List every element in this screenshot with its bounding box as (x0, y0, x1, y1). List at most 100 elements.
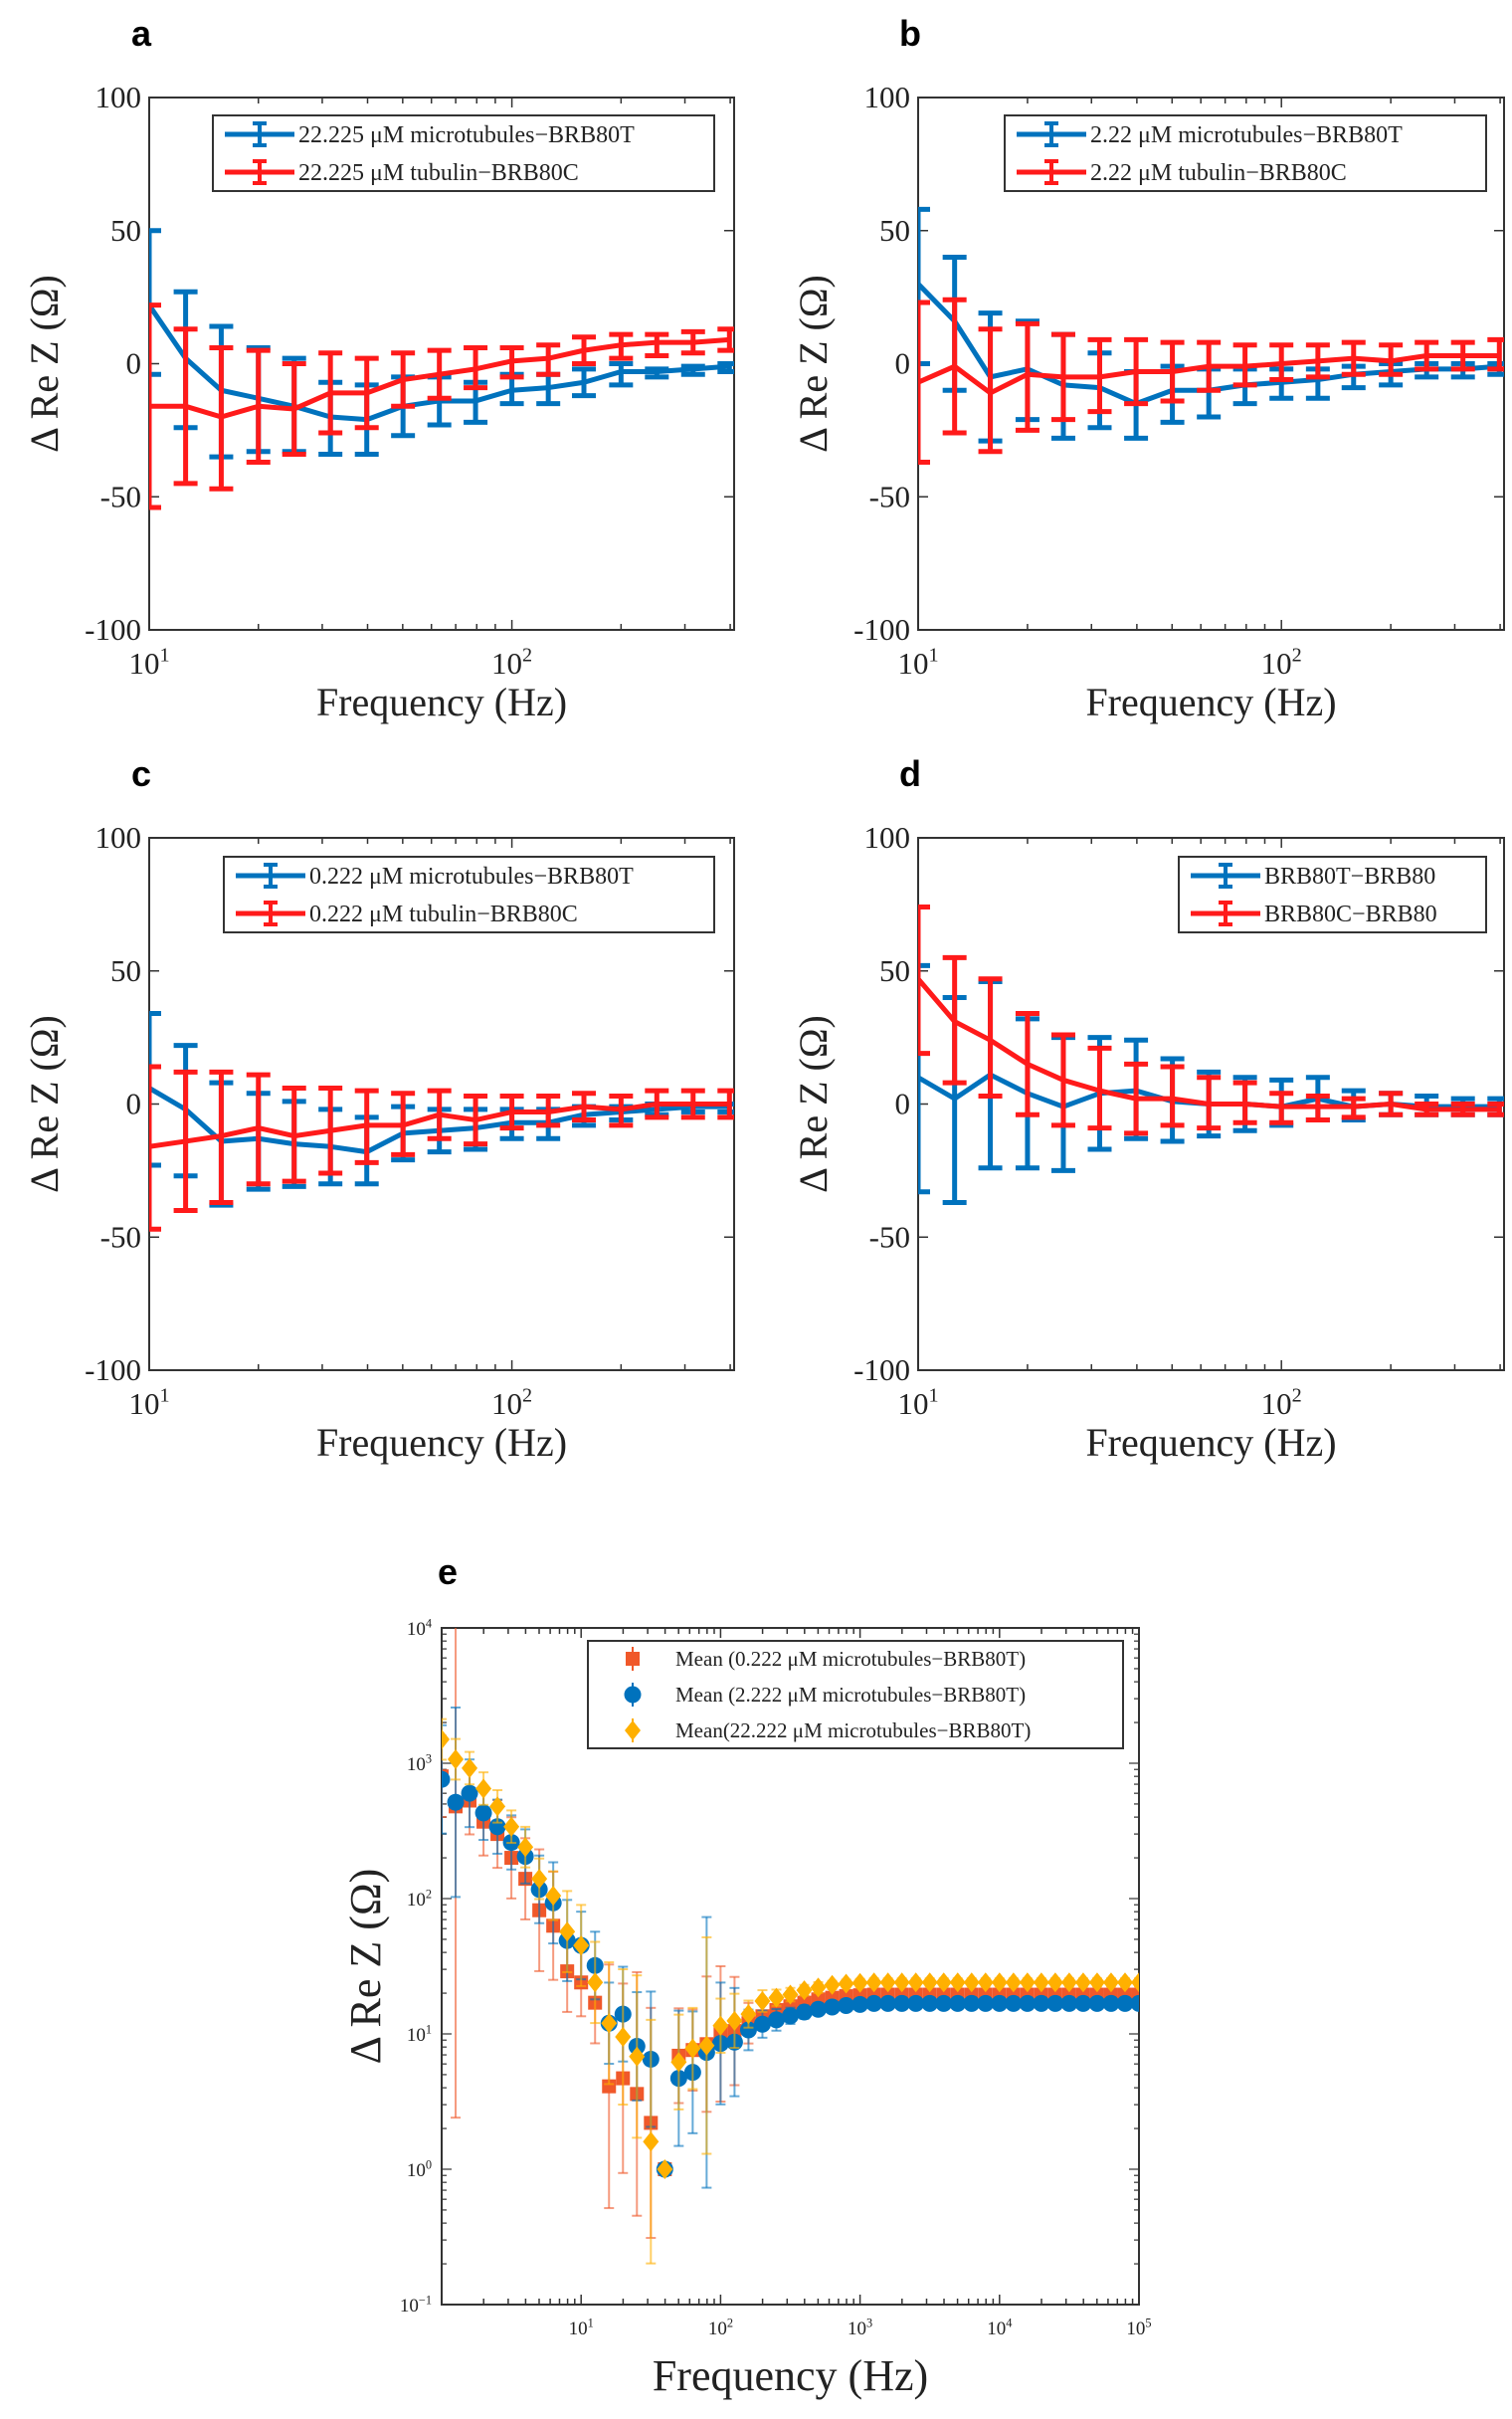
x-axis-label: Frequency (Hz) (653, 2351, 928, 2400)
data-point-circle (935, 1994, 953, 2012)
legend-item: Mean (2.222 μM microtubules−BRB80T) (624, 1683, 1026, 1707)
panel-letter: b (899, 13, 921, 54)
data-point-diamond (462, 1757, 478, 1778)
y-tick-label: 100 (95, 820, 142, 855)
data-point-circle (991, 1994, 1009, 2012)
x-axis-label: Frequency (Hz) (1085, 1420, 1336, 1465)
data-point-diamond (963, 1972, 980, 1993)
data-point-circle (1130, 1994, 1139, 2012)
legend-label: Mean (0.222 μM microtubules−BRB80T) (675, 1647, 1026, 1671)
tick-exponent: 3 (866, 2316, 872, 2329)
data-point-diamond (907, 1972, 924, 1993)
y-tick-label: 0 (126, 346, 142, 381)
panel-letter: a (131, 13, 152, 54)
data-point-diamond (545, 1886, 562, 1907)
data-point-diamond (810, 1977, 827, 1998)
y-tick-label: 102 (407, 1887, 432, 1911)
tick-exponent: 1 (588, 2316, 594, 2329)
y-tick-label: 100 (95, 80, 142, 114)
x-axis-label: Frequency (Hz) (316, 680, 567, 724)
data-point-diamond (977, 1972, 994, 1993)
data-point-diamond (1116, 1972, 1133, 1993)
series-line (149, 336, 730, 420)
data-point-diamond (726, 2010, 743, 2031)
tick-exponent: 1 (928, 645, 938, 667)
data-point-diamond (1033, 1972, 1049, 1993)
legend-item: 22.225 μM tubulin−BRB80C (225, 159, 579, 186)
x-tick-label: 102 (1261, 1385, 1302, 1421)
data-point-circle (767, 2011, 785, 2029)
legend-item: Mean(22.222 μM microtubules−BRB80T) (625, 1718, 1031, 1742)
data-point-circle (865, 1994, 883, 2012)
y-tick-label: 100 (407, 2157, 432, 2181)
series-red (149, 1064, 734, 1232)
tick-exponent: 0 (426, 2157, 432, 2171)
legend-label: 2.22 μM tubulin−BRB80C (1090, 160, 1347, 186)
x-tick-label: 104 (987, 2316, 1012, 2339)
y-tick-label: 101 (407, 2022, 432, 2046)
data-point-diamond (991, 1972, 1008, 1993)
data-point-square (602, 2079, 617, 2094)
legend-item: BRB80C−BRB80 (1191, 901, 1437, 927)
data-point-diamond (1046, 1972, 1063, 1993)
data-point-diamond (879, 1972, 896, 1993)
data-point-diamond (1005, 1972, 1022, 1993)
tick-exponent: 2 (522, 1385, 532, 1407)
tick-base: 10 (897, 646, 928, 681)
tick-base: 10 (1261, 1386, 1292, 1421)
y-tick-label: -100 (85, 612, 141, 647)
tick-base: 10 (128, 646, 159, 681)
legend-label: BRB80C−BRB80 (1264, 902, 1437, 927)
data-point-circle (851, 1995, 869, 2013)
y-tick-label: -50 (100, 479, 141, 513)
data-point-circle (1074, 1994, 1092, 2012)
panel-letter: e (438, 1551, 458, 1592)
series-diamond (442, 1717, 1139, 2265)
tick-base: 10 (569, 2318, 588, 2339)
data-point-circle (461, 1784, 478, 1802)
data-point-square (1132, 1987, 1139, 2002)
x-tick-label: 103 (848, 2316, 872, 2339)
tick-base: 10 (400, 2296, 419, 2317)
tick-exponent: 1 (159, 645, 169, 667)
legend-label: BRB80T−BRB80 (1264, 864, 1435, 890)
x-tick-label: 101 (128, 645, 169, 681)
legend-box (1178, 856, 1487, 933)
tick-base: 10 (491, 646, 522, 681)
y-axis-label: Δ Re Z (Ω) (22, 1015, 67, 1193)
data-point-diamond (865, 1972, 882, 1993)
legend: 22.225 μM microtubules−BRB80T 22.225 μM t… (212, 114, 715, 192)
legend: BRB80T−BRB80 BRB80C−BRB80 (1178, 856, 1487, 933)
series-red (149, 302, 734, 510)
data-point-diamond (1019, 1972, 1036, 1993)
x-axis-label: Frequency (Hz) (1085, 680, 1336, 724)
data-point-circle (838, 1997, 855, 2015)
tick-base: 10 (407, 1619, 426, 1640)
data-point-diamond (573, 1935, 590, 1956)
data-point-diamond (601, 2013, 618, 2034)
series-line (918, 977, 1500, 1112)
data-point-diamond (935, 1972, 952, 1993)
series-line (149, 1102, 730, 1149)
y-tick-label: 0 (126, 1087, 142, 1121)
y-tick-label: 50 (110, 213, 141, 248)
data-point-circle (893, 1994, 911, 2012)
data-point-diamond (838, 1973, 854, 1994)
tick-base: 10 (708, 2318, 727, 2339)
tick-exponent: 2 (727, 2316, 733, 2329)
data-point-diamond (768, 1987, 785, 2008)
data-point-circle (1088, 1994, 1106, 2012)
y-tick-label: 103 (407, 1751, 432, 1775)
data-point-circle (1116, 1994, 1134, 2012)
y-tick-label: -100 (853, 612, 910, 647)
data-point-circle (810, 2000, 828, 2018)
tick-exponent: 1 (159, 1385, 169, 1407)
tick-exponent: 2 (522, 645, 532, 667)
data-point-diamond (782, 1984, 799, 2005)
y-tick-label: 50 (879, 213, 910, 248)
legend-item: BRB80T−BRB80 (1191, 863, 1435, 890)
tick-exponent: 1 (928, 1385, 938, 1407)
legend-label: Mean (2.222 μM microtubules−BRB80T) (675, 1683, 1026, 1707)
legend-item: 2.22 μM microtubules−BRB80T (1017, 121, 1403, 148)
